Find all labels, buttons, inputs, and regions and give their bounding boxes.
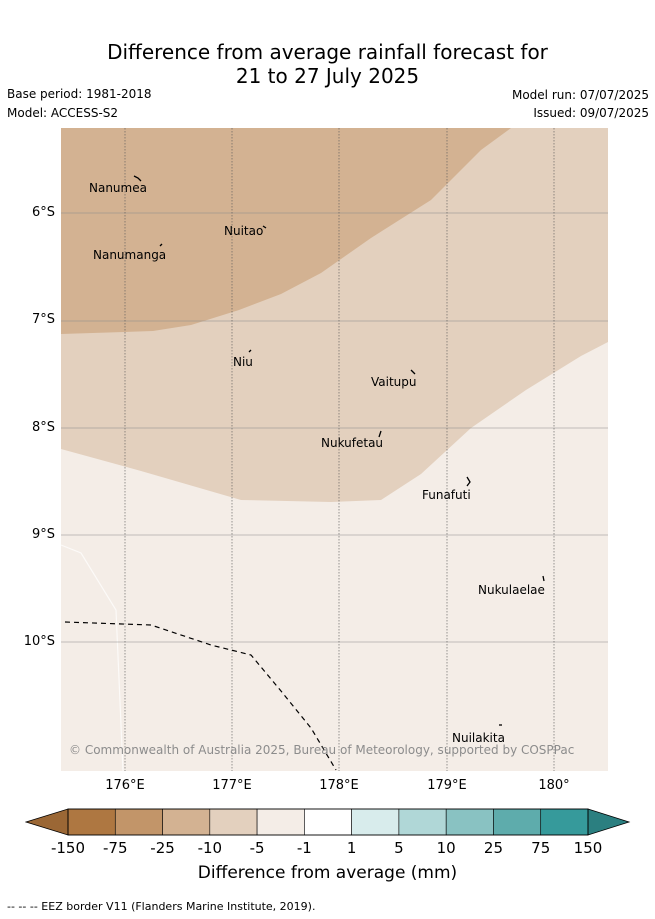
lon-tick-176e: 176°E — [105, 778, 145, 793]
lon-tick-179e: 179°E — [427, 778, 467, 793]
island-nukufetau — [378, 430, 382, 438]
colorbar-segment — [256, 808, 305, 836]
island-niu — [248, 349, 252, 353]
eez-legend: -- -- -- EEZ border V11 (Flanders Marine… — [7, 900, 316, 913]
colorbar-segment — [351, 808, 400, 836]
lat-tick-6s: 6°S — [31, 205, 55, 220]
coast-edge — [61, 544, 124, 771]
colorbar-tick-label: -25 — [150, 839, 175, 857]
chart-title: Difference from average rainfall forecas… — [0, 40, 655, 88]
colorbar-segment — [540, 808, 589, 836]
copyright-notice: © Commonwealth of Australia 2025, Bureau… — [69, 743, 575, 757]
colorbar-tick-label: -150 — [50, 839, 86, 857]
colorbar-segment — [304, 808, 352, 836]
place-label-funafuti: Funafuti — [422, 488, 471, 502]
colorbar-over-arrow — [587, 808, 631, 836]
colorbar-segment — [209, 808, 258, 836]
colorbar-frame — [67, 808, 589, 836]
colorbar-title: Difference from average (mm) — [197, 863, 458, 883]
lat-tick-10s: 10°S — [23, 634, 55, 649]
grid — [61, 128, 608, 771]
lon-tick-178e: 178°E — [319, 778, 359, 793]
colorbar-segment — [398, 808, 447, 836]
colorbar-segment — [445, 808, 494, 836]
colorbar-tick-label: -10 — [197, 839, 223, 857]
issued-date: Issued: 09/07/2025 — [533, 106, 649, 120]
colorbar-segment — [114, 808, 163, 836]
island-funafuti — [466, 476, 471, 487]
colorbar — [25, 808, 631, 836]
place-label-nanumanga: Nanumanga — [93, 248, 167, 262]
colorbar-segment — [162, 808, 211, 836]
place-label-nuilakita: Nuilakita — [452, 731, 505, 745]
island-vaitupu — [410, 369, 416, 375]
colorbar-tick-label: 10 — [436, 839, 456, 857]
island-nuitao — [262, 225, 267, 229]
island-nanumanga — [159, 243, 163, 247]
colorbar-tick-label: 5 — [394, 839, 404, 857]
colorbar-segments — [67, 808, 589, 836]
colorbar-tick-label: -75 — [103, 839, 128, 857]
title-line-2: 21 to 27 July 2025 — [235, 64, 420, 88]
colorbar-tick-label: 1 — [346, 839, 357, 857]
colorbar-tick-label: 75 — [531, 839, 551, 857]
colorbar-tick-label: -1 — [296, 839, 312, 857]
dark-region — [61, 128, 511, 334]
rainfall-map — [61, 128, 608, 771]
place-label-nukulaelae: Nukulaelae — [478, 583, 545, 597]
eez-border — [64, 621, 337, 771]
model-name: Model: ACCESS-S2 — [7, 106, 119, 120]
place-label-nukufetau: Nukufetau — [321, 436, 384, 450]
lon-tick-177e: 177°E — [212, 778, 252, 793]
colorbar-tick-label: 150 — [573, 839, 603, 857]
island-nanumea — [133, 175, 142, 182]
lat-tick-9s: 9°S — [31, 527, 55, 542]
colorbar-segment — [67, 808, 116, 836]
place-label-vaitupu: Vaitupu — [371, 375, 417, 389]
place-label-nuitao: Nuitao — [224, 224, 264, 238]
title-line-1: Difference from average rainfall forecas… — [107, 40, 548, 64]
place-label-niu: Niu — [233, 355, 253, 369]
place-label-nanumea: Nanumea — [89, 181, 147, 195]
model-run: Model run: 07/07/2025 — [511, 88, 649, 102]
islands — [133, 175, 545, 726]
lon-tick-180: 180° — [538, 778, 570, 793]
colorbar-under-arrow — [25, 808, 69, 836]
lat-tick-8s: 8°S — [31, 420, 55, 435]
base-period: Base period: 1981-2018 — [7, 87, 152, 101]
colorbar-tick-label: -5 — [249, 839, 265, 857]
colorbar-tick-label: 25 — [483, 839, 503, 857]
colorbar-segment — [493, 808, 542, 836]
island-nukulaelae — [542, 575, 545, 582]
lat-tick-7s: 7°S — [31, 312, 55, 327]
